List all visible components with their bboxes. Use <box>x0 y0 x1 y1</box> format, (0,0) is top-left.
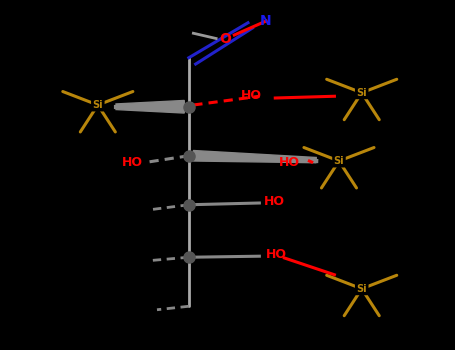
Text: Si: Si <box>334 156 344 166</box>
Text: HO: HO <box>264 195 285 209</box>
Text: HO: HO <box>266 248 287 261</box>
Text: HO: HO <box>241 89 262 102</box>
Text: HO: HO <box>279 156 300 169</box>
Text: Si: Si <box>92 100 103 110</box>
Text: Si: Si <box>356 284 367 294</box>
Text: Si: Si <box>356 88 367 98</box>
Polygon shape <box>116 100 184 113</box>
Text: HO: HO <box>122 155 143 169</box>
Polygon shape <box>193 150 316 163</box>
Text: O: O <box>219 32 231 46</box>
Text: N: N <box>259 14 271 28</box>
